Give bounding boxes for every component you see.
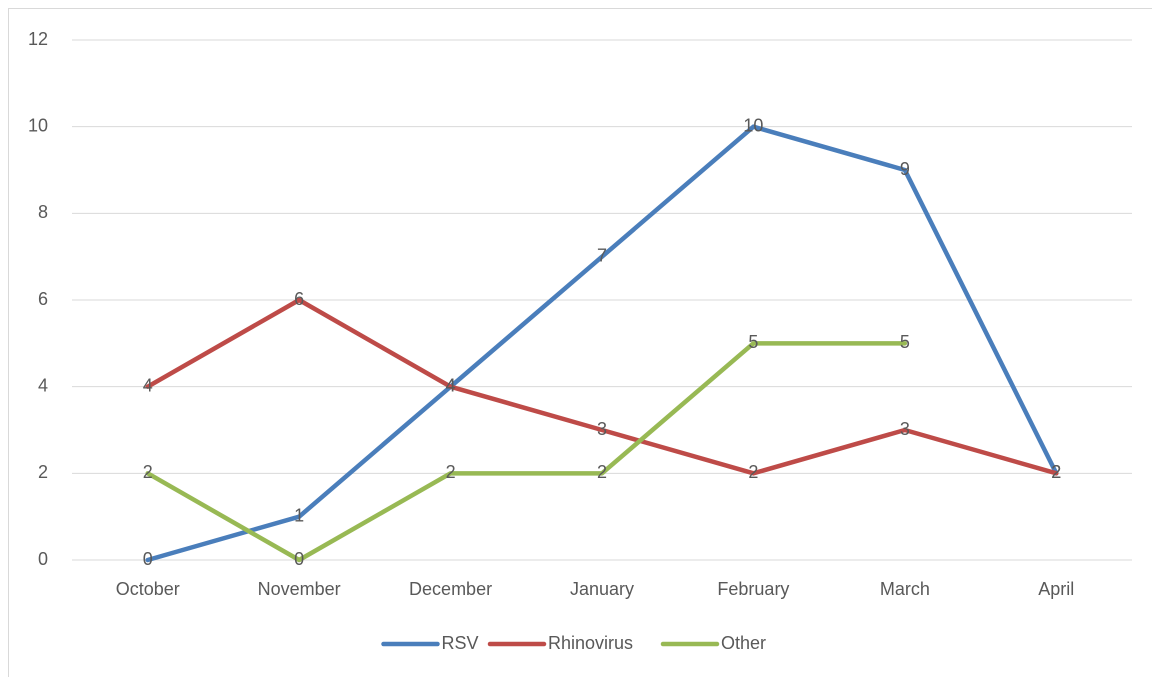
y-tick-label: 6	[38, 289, 48, 309]
series-line	[145, 297, 1059, 476]
x-tick-label: March	[880, 579, 930, 599]
data-label: 2	[1051, 462, 1061, 482]
data-label: 2	[597, 462, 607, 482]
data-label: 2	[143, 462, 153, 482]
data-label: 6	[294, 289, 304, 309]
x-tick-label: April	[1038, 579, 1074, 599]
y-tick-label: 2	[38, 462, 48, 482]
data-label: 2	[748, 462, 758, 482]
data-label: 0	[294, 549, 304, 569]
legend-label: Rhinovirus	[548, 633, 633, 653]
data-label: 5	[748, 332, 758, 352]
data-label: 2	[446, 462, 456, 482]
y-tick-label: 10	[28, 115, 48, 135]
data-label: 4	[143, 375, 153, 395]
x-tick-label: October	[116, 579, 180, 599]
x-tick-label: December	[409, 579, 492, 599]
legend-label: RSV	[442, 633, 479, 653]
x-tick-label: February	[717, 579, 789, 599]
data-label: 1	[294, 505, 304, 525]
data-label: 0	[143, 549, 153, 569]
data-label: 2	[1051, 462, 1061, 482]
chart-frame	[8, 8, 1152, 677]
x-tick-label: January	[570, 579, 634, 599]
data-label: 4	[446, 375, 456, 395]
data-label: 4	[446, 375, 456, 395]
data-label: 10	[743, 115, 763, 135]
data-label: 7	[597, 245, 607, 265]
data-label: 9	[900, 159, 910, 179]
series-line	[145, 341, 908, 563]
y-tick-label: 4	[38, 375, 48, 395]
data-label: 5	[900, 332, 910, 352]
x-tick-label: November	[258, 579, 341, 599]
data-label: 3	[900, 419, 910, 439]
y-tick-label: 12	[28, 29, 48, 49]
legend-label: Other	[721, 633, 766, 653]
data-label: 3	[597, 419, 607, 439]
y-tick-label: 8	[38, 202, 48, 222]
y-tick-label: 0	[38, 549, 48, 569]
series-line	[145, 124, 1059, 563]
